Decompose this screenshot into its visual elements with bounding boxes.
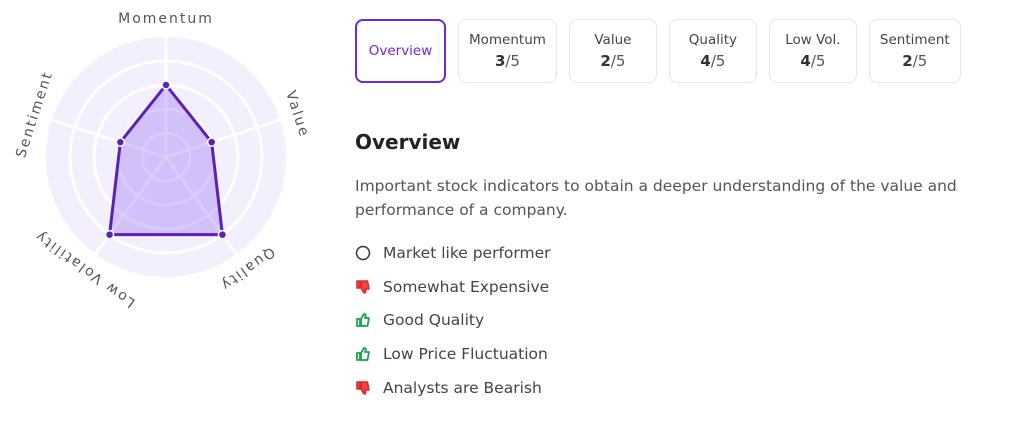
score-value: 4 [800,52,811,70]
tab[interactable]: Low Vol. 4/5 [768,19,857,83]
spoke [165,118,281,159]
score-suffix: /5 [810,52,826,70]
score-suffix: /5 [710,52,726,70]
score-value: 4 [700,52,711,70]
tab-label: Momentum [469,32,546,48]
indicator-text: Good Quality [383,311,485,330]
tab[interactable]: Overview [355,19,446,83]
tab-label: Value [594,32,632,48]
indicator-icon [356,347,370,361]
indicator-icon [356,313,370,328]
score-suffix: /5 [912,52,928,70]
tab-bar: Overview Momentum 3/5 Value 2/5 Quality 4/5 Lo… [355,19,961,83]
radar-point [115,137,126,147]
indicator-icon [355,245,371,261]
indicator: Analysts are Bearish [355,371,995,405]
indicator-icon [356,279,370,294]
indicator-text: Low Price Fluctuation [383,344,548,363]
indicator-text: Market like performer [383,243,551,262]
score-suffix: /5 [505,52,520,70]
tab-label: Low Vol. [785,32,841,48]
tab-score: 2/5 [902,52,927,70]
tab[interactable]: Quality 4/5 [668,19,757,83]
score-suffix: /5 [610,52,626,70]
tab-score: 4/5 [800,52,825,70]
indicator: Low Price Fluctuation [355,337,995,371]
axis-label: Momentum [118,11,214,27]
indicator-text: Somewhat Expensive [383,277,550,296]
radar-point [104,229,115,240]
tab-label: Quality [688,32,738,48]
tab-label: Sentiment [879,32,950,48]
radar-point [206,137,217,147]
radar-point [161,80,171,90]
indicator: Somewhat Expensive [355,270,995,304]
score-value: 2 [902,52,913,70]
tab-score: 2/5 [600,52,625,70]
indicator-icon [356,380,370,395]
overview: Overview Important stock indicators to o… [355,130,995,404]
axis-label: Value [282,89,312,140]
tab-score: 4/5 [700,52,725,70]
tab[interactable]: Sentiment 2/5 [868,19,961,83]
score-value: 3 [494,52,506,70]
overview-description: Important stock indicators to obtain a d… [355,177,957,219]
indicator: Good Quality [355,303,995,337]
tab-label: Overview [368,43,433,59]
indicator-text: Analysts are Bearish [383,378,542,397]
indicator-list: Market like performer Somewhat Expensive G… [355,236,995,404]
radar-point [217,229,228,240]
score-value: 2 [600,52,611,70]
tab[interactable]: Momentum 3/5 [458,19,557,83]
tab[interactable]: Value 2/5 [568,19,657,83]
indicator: Market like performer [355,236,995,270]
spoke [51,118,167,159]
tab-score: 3/5 [495,52,520,70]
radar-area [108,83,224,237]
overview-title: Overview [355,130,461,154]
